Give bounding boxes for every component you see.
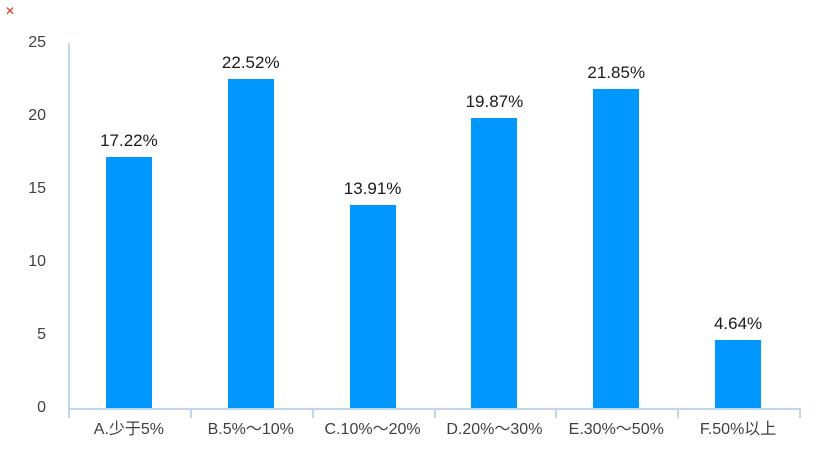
bar	[227, 79, 274, 408]
x-axis-tick	[189, 408, 192, 418]
bar-value-label: 19.87%	[465, 91, 524, 111]
y-axis-tick-label: 5	[37, 326, 46, 343]
bar	[715, 340, 762, 408]
bar	[593, 88, 640, 408]
bar-value-label: 21.85%	[587, 62, 646, 82]
x-axis-label: C.10%～20%	[324, 421, 421, 438]
bar-value-label: 4.64%	[713, 314, 763, 334]
x-axis-tick	[433, 408, 436, 418]
bar	[105, 156, 152, 408]
x-axis-tick	[677, 408, 680, 418]
x-axis-label: A.少于5%	[93, 421, 165, 438]
x-axis-tick	[799, 408, 801, 418]
x-axis-label: E.30%～50%	[568, 421, 664, 438]
y-axis-tick-label: 15	[28, 180, 46, 197]
bar-value-label: 17.22%	[100, 130, 158, 150]
y-axis-tick-label: 10	[28, 253, 46, 270]
bar	[471, 117, 518, 408]
x-axis-tick	[68, 408, 70, 418]
bar	[349, 204, 396, 408]
x-axis-tick	[555, 408, 558, 418]
red-cross-icon: ✕	[5, 4, 16, 18]
x-axis-label: F.50%以上	[699, 421, 777, 438]
bar-value-label: 13.91%	[343, 178, 402, 198]
y-axis-line	[68, 43, 70, 417]
bar-value-label: 22.52%	[221, 53, 280, 73]
y-axis-tick-label: 25	[28, 34, 46, 51]
x-axis-tick	[311, 408, 314, 418]
y-axis-tick-label: 20	[28, 107, 46, 124]
x-axis-label: D.20%～30%	[446, 421, 543, 438]
x-axis-label: B.5%～10%	[207, 421, 294, 438]
y-axis-tick-label: 0	[37, 399, 46, 416]
